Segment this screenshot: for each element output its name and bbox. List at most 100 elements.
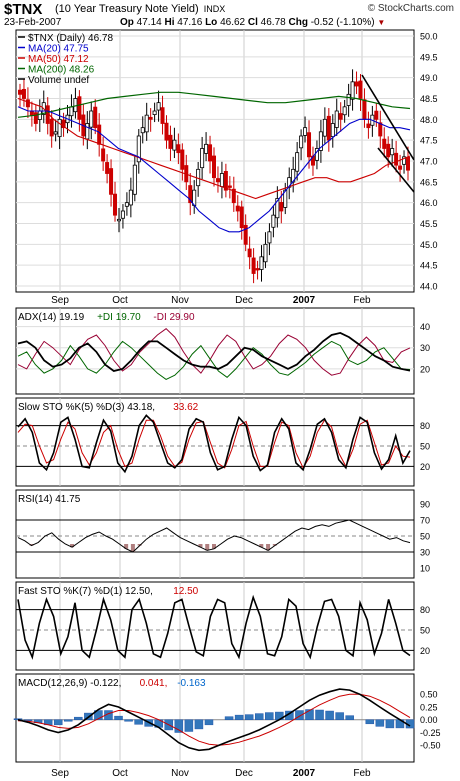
y-tick-label: 0.25 (420, 702, 438, 712)
macd-histogram-bar (265, 712, 274, 720)
candle-body (109, 168, 114, 195)
y-tick-label: 0.00 (420, 715, 438, 725)
candle-body (318, 131, 323, 151)
y-tick-label: 50 (420, 532, 430, 542)
close-value: 46.78 (260, 17, 286, 28)
lower-trendline (377, 147, 415, 193)
price-y-tick-label: 46.0 (420, 198, 438, 208)
legend-entry: +DI 19.70 (97, 312, 141, 323)
candle-body (144, 114, 149, 133)
candle-body (113, 193, 118, 216)
ticker-name-text: (10 Year Treasury Note Yield) (55, 3, 199, 15)
y-tick-label: 10 (420, 564, 430, 574)
candle-body (231, 188, 236, 204)
candle-body (267, 231, 272, 244)
legend-entry: Volume undef (28, 75, 89, 86)
candle-body (29, 111, 34, 116)
macd-histogram-bar (365, 719, 375, 725)
candle-body (219, 173, 224, 188)
ticker-symbol: $TNX (4, 1, 43, 18)
price-y-tick-label: 48.0 (420, 115, 438, 125)
rsi-oversold-fill (205, 544, 210, 551)
candle-body (283, 189, 288, 208)
candle-body (69, 106, 74, 117)
legend-entry: 33.62 (173, 402, 198, 413)
macd-histogram-bar (124, 719, 133, 722)
rsi-oversold-fill (137, 544, 142, 546)
candle-body (394, 152, 399, 166)
rsi-oversold-fill (70, 544, 75, 548)
fast-sto-panel (15, 581, 415, 671)
slow-sto-d-line (17, 419, 411, 469)
y-tick-label: 20 (420, 364, 430, 374)
legend-entry: MA(50) 47.12 (28, 54, 89, 65)
month-label: Feb (353, 768, 371, 779)
rsi-line (17, 519, 411, 553)
plus-di-line (17, 340, 411, 380)
y-tick-label: 30 (420, 548, 430, 558)
macd-histogram-bar (53, 719, 63, 726)
macd-histogram-bar (234, 714, 244, 720)
candle-body (37, 110, 42, 120)
legend-entry: Fast STO %K(7) %D(1) 12.50, (18, 586, 153, 597)
candle-body (275, 198, 280, 219)
candle-body (61, 119, 66, 129)
candle-body (215, 178, 220, 183)
candle-body (350, 81, 355, 100)
price-y-tick-label: 45.5 (420, 219, 438, 229)
candle-body (57, 118, 62, 138)
candle-body (330, 123, 335, 138)
candle-body (160, 107, 165, 124)
slow-sto-k-line (17, 414, 411, 474)
open-value: 47.14 (136, 17, 162, 28)
candle-body (128, 189, 133, 206)
price-y-tick-label: 44.0 (420, 282, 438, 292)
candle-body (227, 185, 232, 188)
legend-entry: $TNX (Daily) 46.78 (28, 33, 113, 44)
legend-entry: 0.041, (140, 678, 168, 689)
y-tick-label: 80 (420, 421, 430, 431)
y-tick-label: 70 (420, 516, 430, 526)
candle-body (25, 99, 30, 108)
candle-body (398, 165, 403, 170)
candle-body (307, 132, 312, 158)
candle-body (338, 113, 343, 120)
candle-body (208, 144, 213, 162)
candle-body (243, 224, 248, 245)
month-label: 2007 (293, 768, 316, 779)
macd-histogram-bar (114, 715, 123, 720)
y-tick-label: 30 (420, 343, 430, 353)
candle-body (334, 110, 339, 128)
y-tick-label: 90 (420, 500, 430, 510)
macd-histogram-bar (254, 713, 264, 720)
y-tick-label: 50 (420, 626, 430, 636)
low-label: Lo (205, 17, 218, 28)
rsi-oversold-fill (266, 544, 271, 551)
month-label: Sep (51, 768, 69, 779)
macd-histogram-bar (13, 718, 23, 720)
y-tick-label: 50 (420, 442, 430, 452)
slow-sto-panel (15, 397, 415, 487)
quote-date: 23-Feb-2007 (4, 17, 62, 28)
macd-histogram-bar (385, 719, 395, 729)
candle-body (77, 96, 82, 120)
macd-histogram-bar (295, 710, 304, 720)
candle-body (136, 135, 141, 163)
candle-body (405, 156, 410, 171)
y-tick-label: 20 (420, 646, 430, 656)
macd-histogram-bar (315, 709, 324, 720)
candle-body (85, 123, 90, 140)
candle-body (271, 214, 276, 228)
candle-body (33, 112, 38, 124)
macd-histogram-bar (335, 712, 344, 720)
candle-body (239, 206, 244, 229)
macd-line (17, 688, 411, 752)
candle-body (386, 143, 391, 158)
candle-body (354, 81, 359, 87)
price-y-tick-label: 47.5 (420, 136, 438, 146)
fast-sto-k-line (17, 594, 411, 660)
y-tick-label: 0.50 (420, 690, 438, 700)
brand-logo: © StockCharts.com (367, 3, 454, 14)
minus-di-line (17, 328, 411, 376)
